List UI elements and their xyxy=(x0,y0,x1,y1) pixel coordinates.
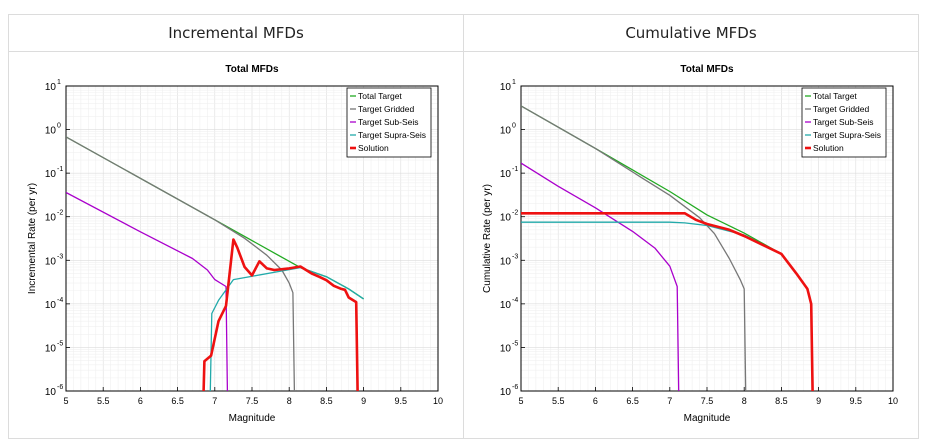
y-tick-exponent: -3 xyxy=(512,253,518,260)
y-tick-label: 10 xyxy=(45,256,57,267)
legend-entry: Target Gridded xyxy=(358,104,414,114)
y-tick-label: 10 xyxy=(45,343,57,354)
legend: Total Target Target Gridded Target Sub-Sei… xyxy=(801,87,887,158)
x-tick-label: 7.5 xyxy=(701,396,714,406)
y-tick-exponent: -5 xyxy=(512,340,518,347)
legend-entry: Target Gridded xyxy=(813,104,869,114)
y-tick-label: 10 xyxy=(500,126,512,137)
y-tick-label: 10 xyxy=(45,169,57,180)
y-axis-label: Incremental Rate (per yr) xyxy=(27,183,38,294)
y-axis-label: Cumulative Rate (per yr) xyxy=(482,184,493,293)
x-tick-label: 8.5 xyxy=(320,396,333,406)
y-tick-exponent: -6 xyxy=(512,384,518,391)
x-tick-label: 5.5 xyxy=(552,396,565,406)
x-tick-label: 10 xyxy=(888,396,898,406)
y-tick-exponent: 0 xyxy=(512,123,516,130)
y-tick-label: 10 xyxy=(45,300,57,311)
series-line-target-sub-seis xyxy=(521,162,680,391)
legend: Total Target Target Gridded Target Sub-Sei… xyxy=(346,87,432,158)
chart-title: Total MFDs xyxy=(225,64,279,75)
x-tick-label: 6.5 xyxy=(171,396,184,406)
x-tick-label: 8 xyxy=(742,396,747,406)
panel-title: Incremental MFDs xyxy=(9,15,463,52)
x-axis-label: Magnitude xyxy=(229,413,276,424)
series-line-target-gridded xyxy=(66,136,296,391)
x-tick-label: 5.5 xyxy=(97,396,110,406)
legend-entry: Total Target xyxy=(813,91,857,101)
y-tick-exponent: -2 xyxy=(57,210,63,217)
legend-entry: Target Sub-Seis xyxy=(813,117,873,127)
y-tick-exponent: -4 xyxy=(57,297,63,304)
legend-box xyxy=(801,87,887,158)
x-axis: 5 5.5 6 6.5 7 7.5 8 8.5 9 9.5 10 xyxy=(63,387,443,406)
x-tick-label: 7 xyxy=(667,396,672,406)
panel-title: Cumulative MFDs xyxy=(464,15,918,52)
legend-entry: Target Supra-Seis xyxy=(813,130,881,140)
legend-entry: Target Sub-Seis xyxy=(358,117,418,127)
legend-entry: Target Supra-Seis xyxy=(358,130,426,140)
y-tick-exponent: 1 xyxy=(57,79,61,86)
y-tick-label: 10 xyxy=(500,213,512,224)
series-line-target-gridded xyxy=(521,105,747,391)
x-tick-label: 9 xyxy=(361,396,366,406)
legend-entry: Solution xyxy=(358,143,389,153)
x-tick-label: 10 xyxy=(433,396,443,406)
chart-title: Total MFDs xyxy=(680,64,734,75)
series-line-solution xyxy=(521,212,814,391)
x-tick-label: 9.5 xyxy=(395,396,408,406)
y-tick-exponent: -1 xyxy=(512,166,518,173)
x-tick-label: 7.5 xyxy=(246,396,259,406)
y-tick-label: 10 xyxy=(500,256,512,267)
y-tick-label: 10 xyxy=(45,213,57,224)
x-tick-label: 7 xyxy=(212,396,217,406)
x-axis-label: Magnitude xyxy=(684,413,731,424)
y-tick-label: 10 xyxy=(45,126,57,137)
y-tick-label: 10 xyxy=(500,82,512,93)
mfd-panels: Incremental MFDs Total MFDs 5 5.5 6 6.5 7 7.5 8… xyxy=(8,14,919,439)
cumulative-chart-holder: Total MFDs 5 5.5 6 6.5 7 7.5 8 8.5 9 9.5 10 Magnitud… xyxy=(464,52,918,438)
y-tick-label: 10 xyxy=(500,387,512,398)
legend-entry: Solution xyxy=(813,143,844,153)
y-tick-label: 10 xyxy=(500,300,512,311)
y-tick-label: 10 xyxy=(45,82,57,93)
legend-box xyxy=(346,87,432,158)
y-tick-exponent: 0 xyxy=(57,123,61,130)
series-line-target-supra-seis xyxy=(209,266,364,391)
x-tick-label: 9.5 xyxy=(850,396,863,406)
x-tick-label: 6 xyxy=(138,396,143,406)
x-tick-label: 9 xyxy=(816,396,821,406)
y-tick-exponent: 1 xyxy=(512,79,516,86)
y-tick-exponent: -3 xyxy=(57,253,63,260)
series-line-target-sub-seis xyxy=(66,191,229,391)
series-line-solution xyxy=(202,238,359,391)
y-tick-label: 10 xyxy=(500,343,512,354)
grid xyxy=(65,86,439,392)
series-group xyxy=(66,136,364,391)
x-tick-label: 6 xyxy=(593,396,598,406)
y-tick-label: 10 xyxy=(45,387,57,398)
y-tick-exponent: -6 xyxy=(57,384,63,391)
x-tick-label: 5 xyxy=(63,396,68,406)
x-tick-label: 8 xyxy=(287,396,292,406)
cumulative-panel: Cumulative MFDs Total MFDs 5 5.5 6 6.5 7 7.5 8 8… xyxy=(464,15,918,438)
incremental-panel: Incremental MFDs Total MFDs 5 5.5 6 6.5 7 7.5 8… xyxy=(9,15,464,438)
y-tick-exponent: -4 xyxy=(512,297,518,304)
y-tick-exponent: -1 xyxy=(57,166,63,173)
incremental-chart-holder: Total MFDs 5 5.5 6 6.5 7 7.5 8 8.5 9 9.5 10 Magnitud… xyxy=(9,52,463,438)
legend-entry: Total Target xyxy=(358,91,402,101)
x-tick-label: 8.5 xyxy=(775,396,788,406)
y-tick-exponent: -2 xyxy=(512,210,518,217)
x-tick-label: 5 xyxy=(518,396,523,406)
series-group xyxy=(521,105,814,391)
y-tick-label: 10 xyxy=(500,169,512,180)
y-tick-exponent: -5 xyxy=(57,340,63,347)
x-axis: 5 5.5 6 6.5 7 7.5 8 8.5 9 9.5 10 xyxy=(518,387,898,406)
x-tick-label: 6.5 xyxy=(626,396,639,406)
